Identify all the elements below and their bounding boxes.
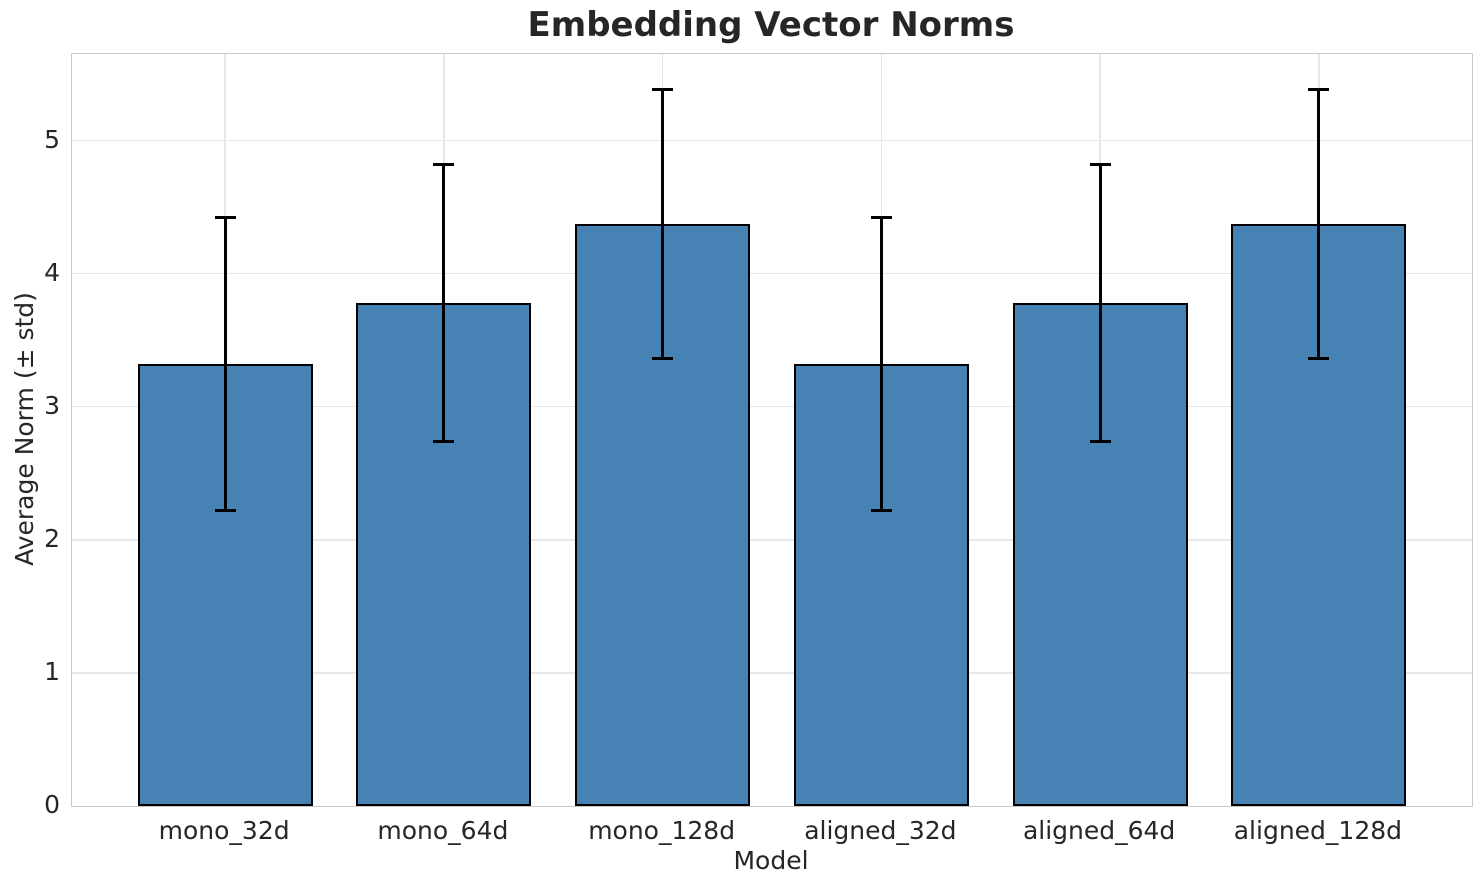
x-tick-label: aligned_64d: [1022, 816, 1176, 845]
gridline-horizontal: [72, 539, 1472, 541]
error-bar-cap-bottom-mono_32d: [214, 509, 236, 513]
gridline-horizontal: [72, 672, 1472, 674]
error-bar-cap-bottom-aligned_32d: [870, 509, 892, 513]
error-bar-line-mono_32d: [223, 217, 227, 511]
error-bar-cap-top-aligned_32d: [870, 216, 892, 220]
x-tick-label: mono_32d: [158, 816, 290, 845]
error-bar-cap-bottom-mono_128d: [652, 357, 674, 361]
error-bar-cap-top-aligned_128d: [1308, 88, 1330, 92]
x-tick-label: mono_64d: [377, 816, 509, 845]
y-tick-label: 5: [44, 124, 60, 154]
error-bar-cap-top-aligned_64d: [1089, 162, 1111, 166]
error-bar-line-mono_128d: [661, 89, 665, 359]
chart-title: Embedding Vector Norms: [527, 5, 1015, 45]
y-tick-label: 3: [44, 390, 60, 420]
error-bar-cap-top-mono_128d: [652, 88, 674, 92]
error-bar-cap-bottom-aligned_128d: [1308, 357, 1330, 361]
x-tick-label: aligned_32d: [804, 816, 957, 845]
error-bar-line-aligned_32d: [879, 217, 883, 511]
error-bar-line-aligned_64d: [1098, 164, 1102, 442]
x-tick-label: aligned_128d: [1233, 816, 1402, 845]
x-tick-label: mono_128d: [588, 816, 736, 845]
error-bar-cap-bottom-aligned_64d: [1089, 439, 1111, 443]
error-bar-cap-bottom-mono_64d: [433, 439, 455, 443]
gridline-horizontal: [72, 272, 1472, 275]
gridline-horizontal: [72, 405, 1472, 408]
y-tick-label: 4: [44, 257, 60, 287]
gridline-horizontal: [72, 139, 1472, 142]
error-bar-cap-top-mono_64d: [433, 162, 455, 166]
error-bar-line-aligned_128d: [1317, 89, 1321, 359]
plot-area: [71, 53, 1473, 807]
error-bar-cap-top-mono_32d: [214, 216, 236, 220]
error-bar-line-mono_64d: [442, 164, 446, 442]
y-tick-label: 1: [44, 656, 60, 686]
x-axis-label: Model: [733, 846, 809, 875]
y-tick-label: 0: [44, 790, 60, 819]
y-tick-label: 2: [44, 523, 60, 553]
